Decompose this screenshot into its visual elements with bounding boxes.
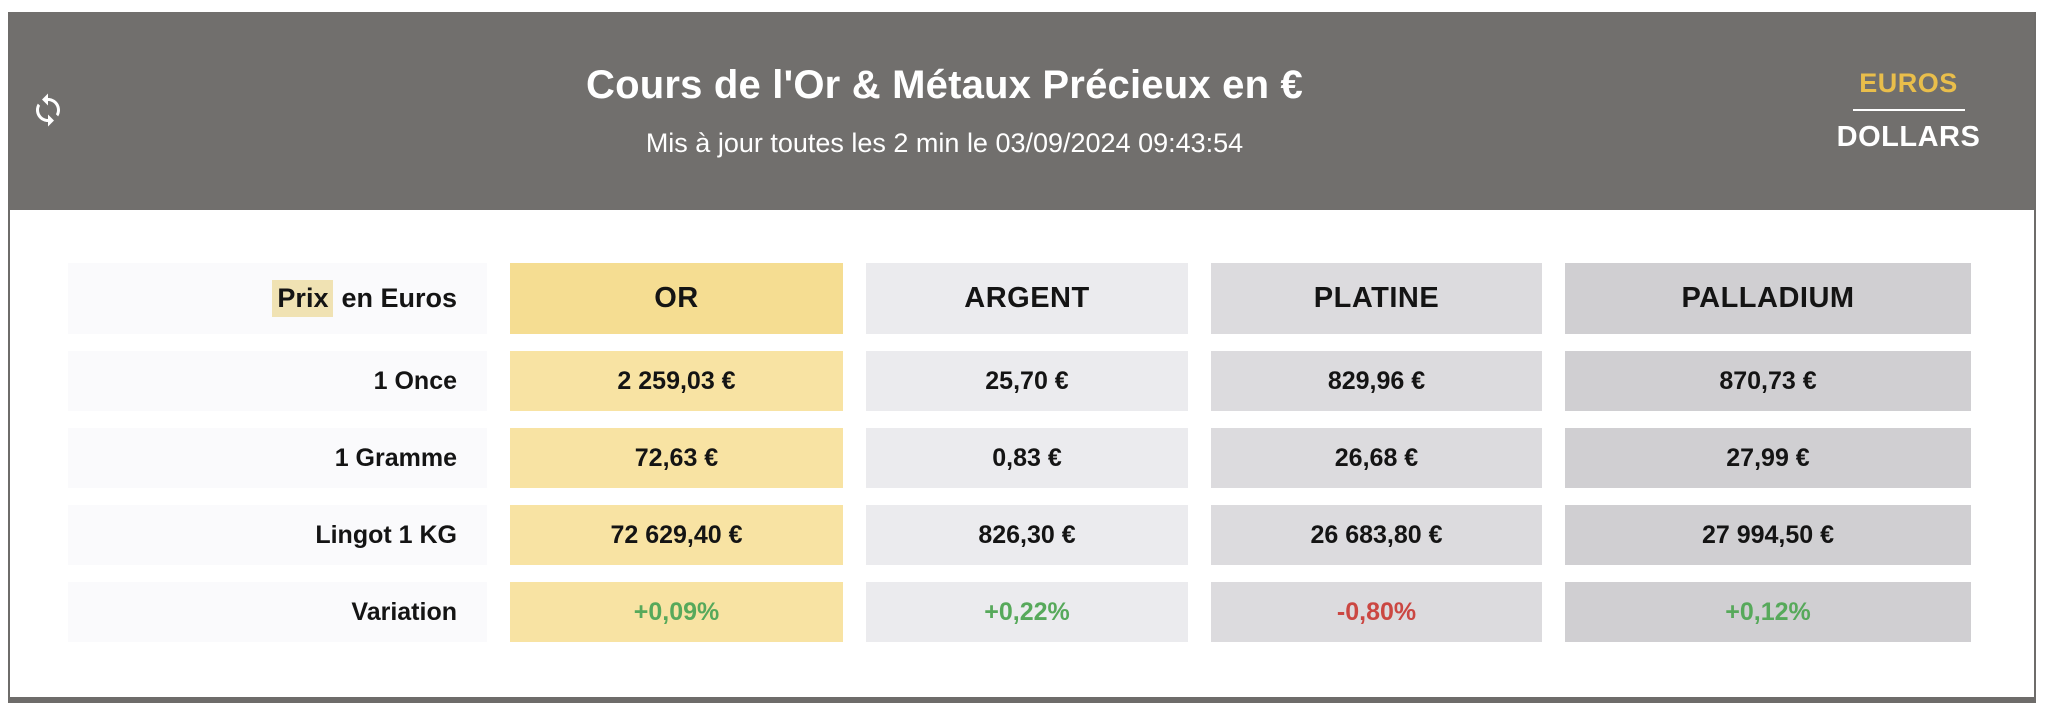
price-argent-lingot: 826,30 € bbox=[866, 505, 1188, 565]
price-or-gramme: 72,63 € bbox=[510, 428, 843, 488]
column-header-argent: ARGENT bbox=[866, 263, 1188, 334]
variation-or: +0,09% bbox=[510, 582, 843, 642]
column-header-palladium: PALLADIUM bbox=[1565, 263, 1971, 334]
page-title: Cours de l'Or & Métaux Précieux en € bbox=[586, 63, 1303, 107]
gold-price-widget: Cours de l'Or & Métaux Précieux en € Mis… bbox=[8, 12, 2036, 703]
price-platine-lingot: 26 683,80 € bbox=[1211, 505, 1542, 565]
variation-palladium: +0,12% bbox=[1565, 582, 1971, 642]
price-palladium-gramme: 27,99 € bbox=[1565, 428, 1971, 488]
row-label-gramme: 1 Gramme bbox=[68, 428, 487, 488]
price-argent-once: 25,70 € bbox=[866, 351, 1188, 411]
prix-highlight: Prix bbox=[272, 280, 334, 317]
last-updated-text: Mis à jour toutes les 2 min le 03/09/202… bbox=[645, 128, 1244, 158]
row-label-lingot: Lingot 1 KG bbox=[68, 505, 487, 565]
column-header-platine: PLATINE bbox=[1211, 263, 1542, 334]
widget-header: Cours de l'Or & Métaux Précieux en € Mis… bbox=[10, 12, 2034, 210]
price-palladium-lingot: 27 994,50 € bbox=[1565, 505, 1971, 565]
column-header-or: OR bbox=[510, 263, 843, 334]
title-block: Cours de l'Or & Métaux Précieux en € Mis… bbox=[88, 63, 1801, 159]
prices-table: Prix en Euros OR ARGENT PLATINE PALLADIU… bbox=[68, 263, 2034, 642]
currency-euros-link[interactable]: EUROS bbox=[1859, 68, 1958, 98]
price-platine-once: 829,96 € bbox=[1211, 351, 1542, 411]
variation-argent: +0,22% bbox=[866, 582, 1188, 642]
corner-rest-label: en Euros bbox=[341, 283, 457, 313]
price-palladium-once: 870,73 € bbox=[1565, 351, 1971, 411]
row-label-header: Prix en Euros bbox=[68, 263, 487, 334]
variation-platine: -0,80% bbox=[1211, 582, 1542, 642]
price-platine-gramme: 26,68 € bbox=[1211, 428, 1542, 488]
refresh-button[interactable] bbox=[10, 92, 88, 131]
currency-dollars-link[interactable]: DOLLARS bbox=[1836, 121, 1981, 153]
row-label-variation: Variation bbox=[68, 582, 487, 642]
price-argent-gramme: 0,83 € bbox=[866, 428, 1188, 488]
price-or-once: 2 259,03 € bbox=[510, 351, 843, 411]
price-or-lingot: 72 629,40 € bbox=[510, 505, 843, 565]
refresh-icon bbox=[30, 92, 66, 131]
currency-divider bbox=[1852, 109, 1965, 111]
currency-toggle: EUROS DOLLARS bbox=[1801, 68, 2016, 154]
row-label-once: 1 Once bbox=[68, 351, 487, 411]
